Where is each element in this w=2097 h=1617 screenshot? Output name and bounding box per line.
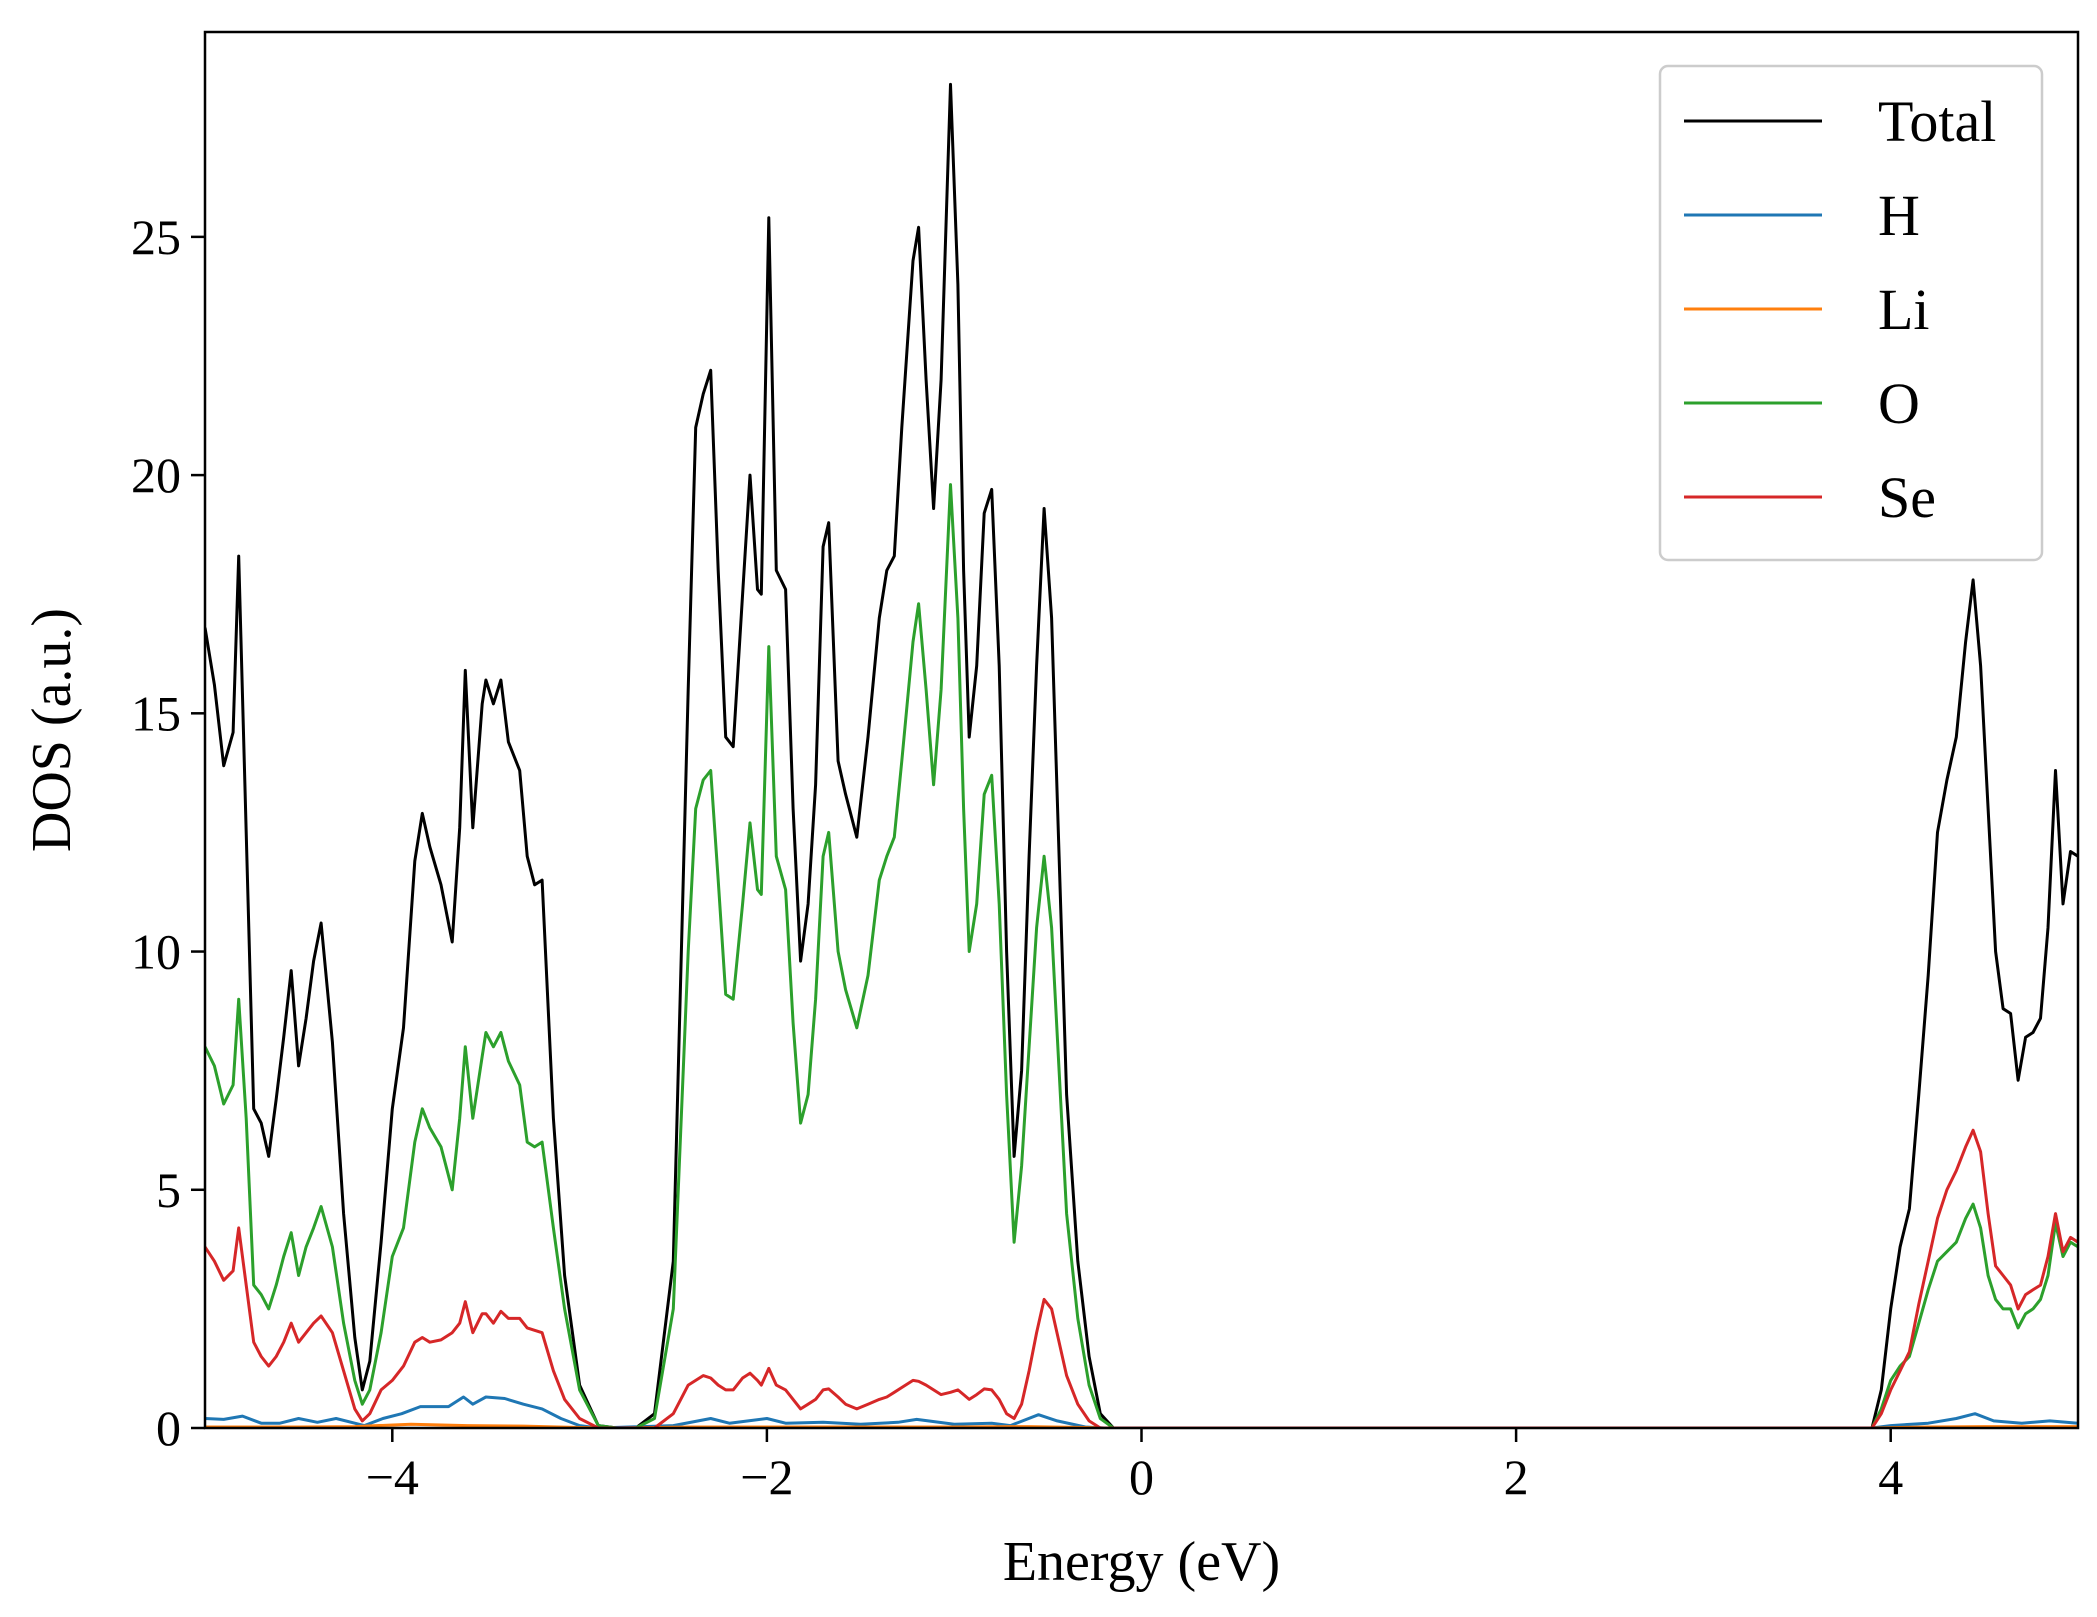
y-axis: 0 5 10 15 20 25 bbox=[131, 209, 205, 1456]
y-axis-label: DOS (a.u.) bbox=[21, 608, 83, 852]
series-line-total bbox=[205, 82, 2078, 1428]
legend-entry-total: Total bbox=[1878, 89, 1996, 154]
legend: Total H Li O Se bbox=[1658, 64, 2044, 562]
x-tick-label: 4 bbox=[1878, 1449, 1903, 1505]
legend-entry-se: Se bbox=[1878, 465, 1936, 530]
y-tick-label: 0 bbox=[156, 1400, 181, 1456]
x-tick-label: −2 bbox=[740, 1449, 793, 1505]
x-axis: −4 −2 0 2 4 bbox=[366, 1428, 1903, 1505]
x-tick-label: 0 bbox=[1129, 1449, 1154, 1505]
legend-entry-h: H bbox=[1878, 183, 1920, 248]
y-tick-label: 25 bbox=[131, 209, 181, 265]
legend-entry-o: O bbox=[1878, 371, 1920, 436]
x-axis-label: Energy (eV) bbox=[1003, 1531, 1280, 1593]
legend-box bbox=[1658, 64, 2044, 562]
y-tick-label: 10 bbox=[131, 924, 181, 980]
legend-entry-li: Li bbox=[1878, 277, 1930, 342]
x-tick-label: −4 bbox=[366, 1449, 419, 1505]
x-tick-label: 2 bbox=[1504, 1449, 1529, 1505]
y-tick-label: 20 bbox=[131, 447, 181, 503]
y-tick-label: 15 bbox=[131, 685, 181, 741]
series-line-h bbox=[205, 1395, 2078, 1428]
y-tick-label: 5 bbox=[156, 1162, 181, 1218]
series-line-se bbox=[205, 1128, 2078, 1428]
